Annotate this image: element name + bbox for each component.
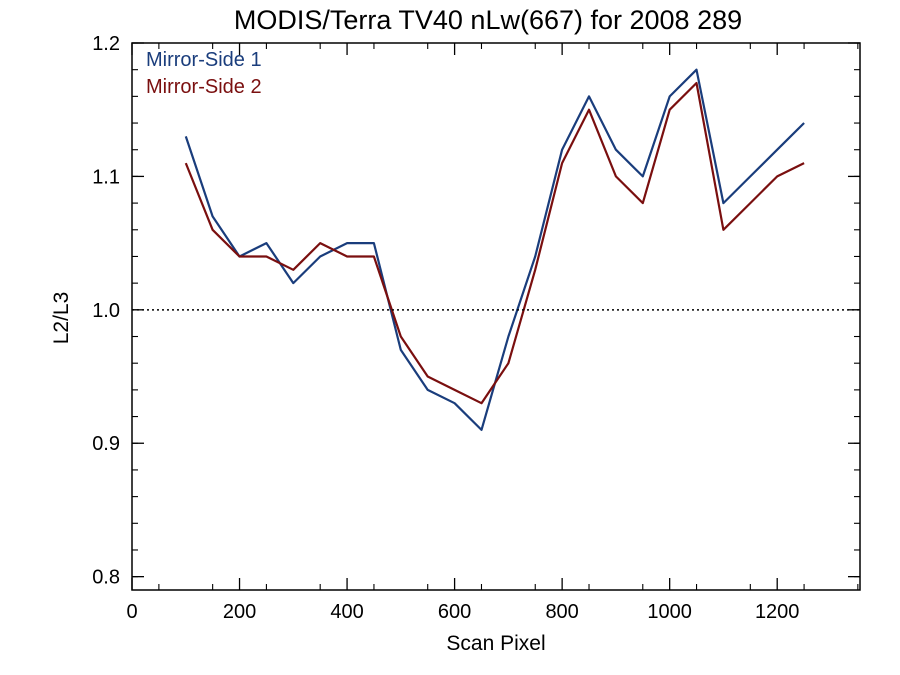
y-tick-label: 1.2: [92, 33, 120, 55]
x-tick-label: 0: [126, 601, 137, 623]
plot-series: [184, 68, 805, 431]
y-tick-label: 1.0: [92, 300, 120, 322]
plot-frame: [131, 42, 861, 591]
x-tick-label: 600: [438, 601, 471, 623]
series-line-2: [184, 81, 805, 405]
series-line-1: [184, 68, 805, 431]
y-tick-label: 0.9: [92, 433, 120, 455]
x-tick-label: 1200: [755, 601, 800, 623]
x-tick-label: 400: [330, 601, 363, 623]
x-axis-ticks: 0 200 400 600 800 1000 1200: [126, 43, 859, 623]
y-tick-label: 0.8: [92, 567, 120, 589]
y-axis-ticks: 0.8 0.9 1.0 1.1 1.2: [92, 33, 860, 589]
chart-title: MODIS/Terra TV40 nLw(667) for 2008 289: [234, 5, 742, 35]
y-tick-label: 1.1: [92, 166, 120, 188]
legend-entry-1: Mirror-Side 1: [146, 49, 262, 71]
y-axis-label: L2/L3: [50, 292, 73, 345]
x-tick-label: 800: [545, 601, 578, 623]
legend: Mirror-Side 1 Mirror-Side 2: [146, 49, 262, 98]
legend-entry-2: Mirror-Side 2: [146, 76, 262, 98]
x-axis-label: Scan Pixel: [446, 632, 545, 655]
x-tick-label: 200: [223, 601, 256, 623]
x-tick-label: 1000: [647, 601, 692, 623]
